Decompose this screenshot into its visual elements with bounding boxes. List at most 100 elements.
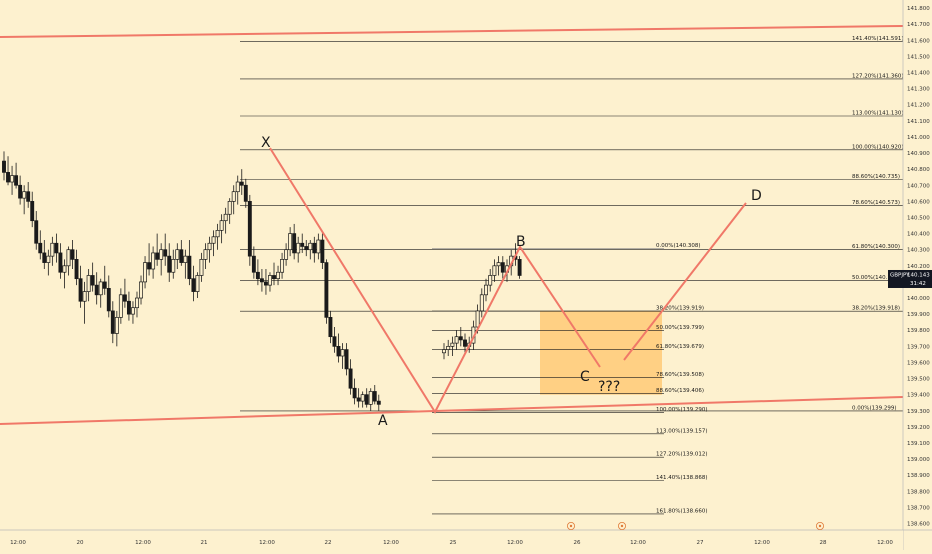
price-tick-label: 139.700	[907, 344, 930, 350]
price-tick-label: 141.000	[907, 135, 930, 141]
event-marker-icon	[816, 522, 825, 531]
time-tick-label: 21	[201, 540, 208, 546]
candle-body	[70, 249, 75, 260]
candle-body	[288, 233, 293, 251]
candle-body	[223, 213, 228, 222]
price-tick-label: 139.400	[907, 393, 930, 399]
pattern-label-C: C	[580, 369, 590, 385]
candle-body	[118, 294, 123, 318]
ab-fib-label: 88.60%(139.406)	[656, 388, 704, 394]
candle-body	[296, 242, 301, 254]
zone-rect	[540, 310, 662, 395]
candle-body	[364, 394, 369, 405]
lower-trendline	[0, 396, 904, 425]
candle-body	[500, 262, 505, 273]
candle-body	[264, 281, 268, 286]
candle-body	[492, 265, 497, 276]
candle-body	[2, 160, 6, 173]
candle-body	[284, 249, 289, 260]
candle-body	[517, 259, 522, 276]
time-tick-label: 12:00	[135, 540, 151, 546]
candle-body	[163, 249, 168, 257]
time-tick-label: 12:00	[630, 540, 646, 546]
price-tick-label: 140.000	[907, 296, 930, 302]
price-tick-label: 139.200	[907, 425, 930, 431]
candle-body	[171, 259, 176, 273]
time-tick-label: 12:00	[10, 540, 26, 546]
candle-body	[34, 220, 39, 244]
price-tick-label: 139.100	[907, 441, 930, 447]
pattern-label-B: B	[516, 234, 526, 250]
price-tick-label: 139.500	[907, 377, 930, 383]
price-tag-value: 140.143	[907, 272, 930, 278]
candle-body	[131, 307, 135, 315]
candle-body	[98, 281, 103, 296]
pattern-label-A: A	[378, 413, 388, 429]
pattern-cd-leg	[623, 202, 747, 361]
price-tick-label: 141.500	[907, 54, 930, 60]
fib-line-label: 0.00%(139.299)	[852, 405, 897, 411]
price-countdown: 31:42	[910, 281, 926, 287]
price-axis[interactable]: 141.800 141.700 141.600 141.500 141.400 141.3…	[888, 0, 932, 550]
candle-body	[450, 342, 455, 347]
candle-body	[38, 242, 43, 254]
event-marker-dot	[818, 524, 822, 528]
candle-body	[276, 271, 280, 280]
candle-body	[475, 310, 480, 328]
candle-body	[143, 262, 147, 283]
candle-body	[328, 317, 333, 338]
candle-body	[126, 300, 131, 315]
candle-body	[376, 400, 381, 405]
price-tick-label: 141.300	[907, 87, 930, 93]
candle-body	[308, 242, 313, 251]
ab-fib-label: 127.20%(139.012)	[656, 452, 708, 458]
candle-body	[280, 259, 285, 273]
candle-body	[10, 175, 15, 183]
candle-body	[106, 288, 111, 312]
candle-body	[46, 255, 51, 263]
ab-fib-label: 61.80%(139.679)	[656, 344, 704, 350]
price-tick-label: 140.900	[907, 151, 930, 157]
candle-body	[54, 242, 59, 254]
candle-body	[312, 242, 317, 254]
candle-body	[58, 252, 63, 273]
time-axis[interactable]: 12:00 20 12:00 21 12:00 22 12:00 25 12:00 26 12:00…	[0, 522, 932, 550]
time-tick-label: 20	[77, 540, 84, 546]
candle-body	[251, 255, 256, 273]
ab-fib-label: 50.00%(139.799)	[656, 325, 704, 331]
candle-body	[272, 275, 276, 280]
candle-body	[110, 310, 115, 334]
fib-line-label: 61.80%(140.300)	[852, 244, 900, 250]
candle-body	[243, 184, 248, 202]
candle-body	[199, 259, 204, 276]
candle-body	[488, 275, 493, 286]
event-marker-dot	[620, 524, 624, 528]
candle-body	[259, 278, 264, 283]
harmonic-pattern: X A B C??? D	[261, 135, 762, 429]
price-tick-label: 141.400	[907, 70, 930, 76]
candle-body	[114, 317, 119, 334]
price-tick-label: 139.800	[907, 328, 930, 334]
price-tick-label: 141.100	[907, 119, 930, 125]
ab-fib-label: 100.00%(139.290)	[656, 407, 708, 413]
price-tag-symbol: GBPJPY	[890, 272, 910, 278]
candle-body	[90, 275, 95, 286]
candle-body	[479, 294, 484, 312]
candle-body	[324, 262, 329, 318]
candle-body	[316, 239, 321, 254]
candle-body	[78, 278, 83, 302]
fib-line-label: 127.20%(141.360)	[852, 73, 904, 79]
candle-body	[135, 297, 139, 309]
time-axis-bg	[0, 530, 903, 550]
candle-body	[167, 255, 172, 273]
price-tick-label: 140.500	[907, 215, 930, 221]
fib-line-label: 38.20%(139.918)	[852, 306, 900, 312]
candle-body	[94, 284, 99, 296]
candle-body	[332, 336, 337, 347]
time-tick-label: 25	[450, 540, 457, 546]
time-tick-label: 27	[697, 540, 704, 546]
target-zone	[540, 310, 662, 395]
price-tick-label: 141.800	[907, 6, 930, 12]
